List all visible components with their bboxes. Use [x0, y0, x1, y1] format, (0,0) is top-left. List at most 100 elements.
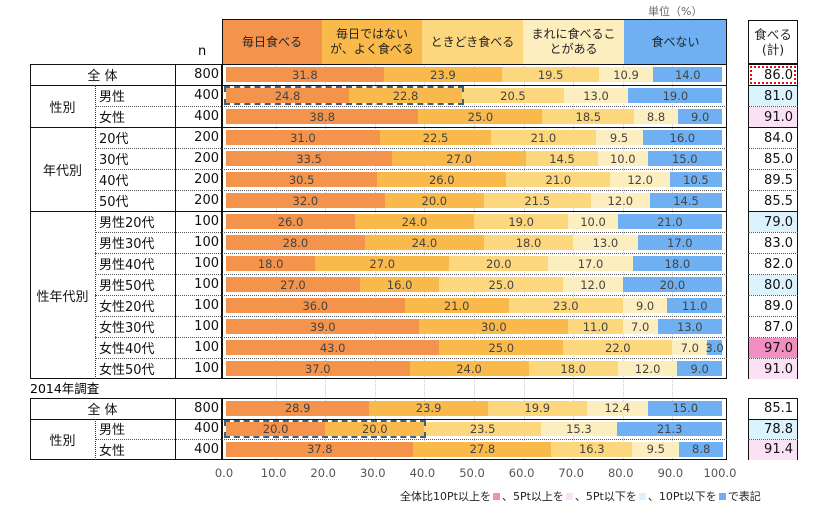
bar-segment-0: 31.0: [226, 130, 380, 145]
bar-segment-1: 24.0: [364, 235, 484, 250]
total-row-divider: [748, 106, 798, 107]
row-n: 200: [194, 172, 219, 187]
bar-segment-0: 24.8: [226, 88, 349, 103]
row-label: 女性: [99, 111, 126, 126]
bar-segment-3: 12.0: [563, 277, 623, 292]
bar-segment-3: 10.0: [568, 214, 618, 229]
total-row-divider: [748, 418, 798, 420]
row-label: 女性: [99, 443, 126, 459]
rows_2014-n-divider: [175, 398, 176, 460]
row-n: 400: [194, 88, 219, 103]
bar-segment-0: 33.5: [226, 151, 393, 166]
row-n: 400: [194, 441, 219, 457]
bar-segment-4: 21.0: [617, 214, 722, 229]
row-n: 200: [194, 193, 219, 208]
total-row-divider: [748, 190, 798, 191]
row-n: 200: [194, 130, 219, 145]
row-divider: [95, 148, 727, 149]
legend-swatch-down10: [718, 492, 726, 500]
x-tick-label: 50.0: [459, 466, 485, 480]
total-value: 78.8: [749, 419, 797, 439]
row-n: 100: [194, 277, 219, 292]
bar-segment-2: 23.0: [508, 298, 623, 313]
total-row-divider: [748, 127, 798, 128]
total-row-divider: [748, 253, 798, 254]
row-n: 100: [194, 361, 219, 376]
bar-segment-0: 26.0: [226, 214, 355, 229]
row-n: 800: [194, 67, 219, 82]
total-row-divider: [748, 211, 798, 212]
rows-label-frame: [30, 64, 222, 379]
bar-segment-3: 15.3: [540, 421, 617, 436]
bar-segment-4: 15.0: [647, 151, 722, 166]
total-value: 91.0: [749, 359, 797, 379]
bar-segment-3: 10.9: [598, 67, 654, 82]
rows_2014-bar-frame: [222, 398, 727, 460]
bar-segment-1: 24.0: [354, 214, 474, 229]
total-value: 85.5: [749, 191, 797, 211]
bar-segment-1: 26.0: [377, 172, 507, 187]
group-divider: [95, 85, 727, 86]
total-value: 91.4: [749, 440, 797, 460]
series-header-2: ときどき食べる: [422, 20, 523, 64]
legend-text-0: 全体比10Pt以上を: [400, 490, 491, 503]
bar-segment-4: 10.5: [669, 172, 722, 187]
total-value: 82.0: [749, 254, 797, 274]
row-divider: [95, 295, 727, 296]
bar-segment-1: 25.0: [439, 340, 564, 355]
bar-segment-0: 28.0: [226, 235, 365, 250]
series-header-3: まれに食べることがある: [523, 20, 624, 64]
rows-n-divider: [175, 64, 176, 379]
total-value: 80.0: [749, 275, 797, 295]
total-header: 食べる (計): [748, 20, 798, 64]
bar-segment-0: 37.0: [226, 361, 410, 376]
x-tick-label: 10.0: [260, 466, 287, 480]
n-header: n: [198, 44, 207, 59]
bar-segment-3: 12.4: [586, 401, 649, 416]
bar-segment-1: 23.9: [383, 67, 503, 82]
unit-label: 単位（%）: [648, 5, 703, 18]
row-label: 男性: [99, 423, 126, 439]
group-divider: [95, 418, 727, 420]
bar-segment-2: 18.5: [542, 109, 635, 124]
bar-segment-4: 14.0: [653, 67, 723, 82]
total-value: 79.0: [749, 212, 797, 232]
total-row-divider: [748, 358, 798, 359]
x-tick-label: 0.0: [214, 466, 234, 480]
bar-segment-2: 20.0: [449, 256, 549, 271]
bar-segment-4: 11.0: [667, 298, 722, 313]
bar-segment-1: 25.0: [418, 109, 543, 124]
row-label: 男性20代: [99, 216, 155, 231]
bar-segment-3: 17.0: [548, 256, 633, 271]
bar-segment-4: 9.0: [677, 361, 722, 376]
row-n: 200: [194, 151, 219, 166]
row-label: 男性30代: [99, 237, 155, 252]
row-label: 女性40代: [99, 342, 155, 357]
bar-segment-4: 21.3: [616, 421, 723, 436]
bar-segment-1: 24.0: [409, 361, 529, 376]
row-divider: [95, 358, 727, 359]
bar-segment-4: 3.0: [705, 340, 724, 355]
row-label: 女性50代: [99, 363, 155, 378]
bar-segment-1: 20.0: [384, 193, 484, 208]
row-label: 30代: [99, 153, 129, 168]
row-group-label: 年代別: [30, 127, 95, 211]
row-group-label: 全 体: [87, 402, 118, 418]
bar-segment-2: 19.0: [474, 214, 569, 229]
series-header-4: 食べない: [624, 20, 727, 64]
total-value: 87.0: [749, 317, 797, 337]
bar-segment-4: 19.0: [628, 88, 723, 103]
total-row-divider: [748, 232, 798, 233]
bar-segment-3: 9.5: [632, 442, 680, 457]
x-tick-label: 80.0: [607, 466, 634, 480]
group-divider: [95, 211, 727, 212]
bar-segment-4: 17.0: [637, 235, 722, 250]
total-value: 89.0: [749, 296, 797, 316]
total-value: 85.1: [749, 399, 797, 419]
bar-segment-3: 9.5: [595, 130, 643, 145]
row-divider: [95, 274, 727, 275]
bar-segment-2: 14.5: [526, 151, 598, 166]
bar-segment-1: 22.8: [349, 88, 463, 103]
bar-segment-1: 27.0: [392, 151, 527, 166]
